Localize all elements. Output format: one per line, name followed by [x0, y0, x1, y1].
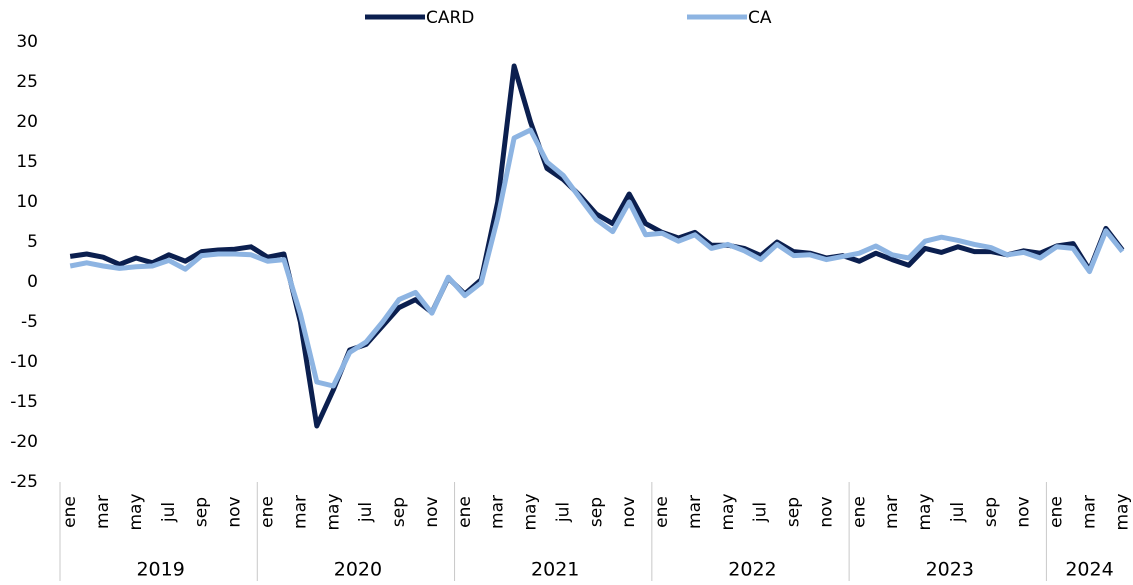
x-group-label: 2019 — [136, 559, 184, 581]
x-group-label: 2022 — [728, 559, 776, 581]
legend-label: CARD — [426, 8, 474, 28]
x-tick-label: sep — [192, 497, 212, 527]
x-tick-label: ene — [455, 496, 475, 528]
x-tick-label: nov — [816, 496, 836, 527]
x-tick-label: mar — [685, 495, 705, 529]
x-tick-label: mar — [1080, 495, 1100, 529]
x-tick-label: ene — [1047, 496, 1067, 528]
x-group-label: 2024 — [1065, 559, 1113, 581]
y-tick-label: 5 — [27, 232, 38, 252]
y-tick-label: -15 — [10, 392, 38, 412]
legend-label: CA — [748, 8, 772, 28]
x-tick-label: jul — [159, 502, 179, 523]
y-tick-label: -20 — [10, 432, 38, 452]
y-tick-label: -10 — [10, 352, 38, 372]
x-tick-label: jul — [948, 502, 968, 523]
x-tick-label: jul — [356, 502, 376, 523]
x-tick-label: ene — [258, 496, 278, 528]
x-tick-label: nov — [619, 496, 639, 527]
x-tick-label: sep — [586, 497, 606, 527]
y-tick-label: 30 — [16, 32, 38, 52]
x-tick-label: may — [915, 493, 935, 530]
x-tick-label: mar — [93, 495, 113, 529]
x-tick-label: mar — [882, 495, 902, 529]
x-tick-label: ene — [849, 496, 869, 528]
x-tick-label: may — [718, 493, 738, 530]
x-tick-label: nov — [225, 496, 245, 527]
x-tick-label: sep — [784, 497, 804, 527]
y-tick-label: 0 — [27, 272, 38, 292]
x-tick-label: sep — [981, 497, 1001, 527]
x-tick-label: ene — [652, 496, 672, 528]
x-tick-label: jul — [553, 502, 573, 523]
x-group-label: 2020 — [334, 559, 382, 581]
x-tick-label: ene — [60, 496, 80, 528]
y-tick-label: 20 — [16, 112, 38, 132]
line-series — [69, 63, 1125, 429]
x-tick-label: may — [323, 493, 343, 530]
x-group-label: 2021 — [531, 559, 579, 581]
x-group-label: 2023 — [926, 559, 974, 581]
x-tick-label: may — [126, 493, 146, 530]
y-tick-label: -5 — [21, 312, 38, 332]
x-tick-label: nov — [1014, 496, 1034, 527]
x-tick-label: may — [521, 493, 541, 530]
line-series — [69, 127, 1125, 389]
x-tick-label: sep — [389, 497, 409, 527]
x-tick-label: nov — [422, 496, 442, 527]
y-tick-label: 25 — [16, 72, 38, 92]
x-tick-label: jul — [751, 502, 771, 523]
x-tick-label: may — [1112, 493, 1132, 530]
y-tick-label: 15 — [16, 152, 38, 172]
y-tick-label: -25 — [10, 472, 38, 492]
x-tick-label: mar — [488, 495, 508, 529]
x-tick-label: mar — [290, 495, 310, 529]
y-tick-label: 10 — [16, 192, 38, 212]
